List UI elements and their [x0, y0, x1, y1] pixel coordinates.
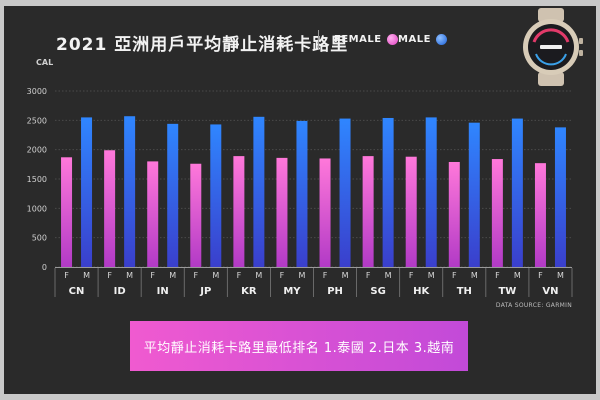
bar-th-male: [468, 122, 480, 268]
summary-banner: 平均靜止消耗卡路里最低排名 1.泰國 2.日本 3.越南: [130, 321, 468, 371]
chart-title: 2021 亞洲用戶平均靜止消耗卡路里: [56, 35, 349, 55]
x-sub-label: M: [299, 271, 306, 280]
x-category-label: JP: [199, 286, 211, 297]
legend-male: MALE: [398, 34, 447, 45]
x-category-label: ID: [114, 286, 126, 297]
bar-cn-female: [61, 157, 73, 267]
x-sub-label: F: [237, 271, 242, 280]
bar-sg-male: [382, 117, 394, 267]
bar-vn-female: [534, 163, 546, 267]
bar-in-female: [147, 161, 159, 267]
x-sub-label: F: [538, 271, 543, 280]
x-sub-label: F: [409, 271, 414, 280]
bar-my-female: [276, 157, 288, 267]
bar-th-female: [448, 161, 460, 267]
legend-female-label: FEMALE: [334, 34, 382, 45]
y-tick-label: 0: [42, 263, 47, 272]
x-sub-label: F: [107, 271, 112, 280]
bar-kr-male: [253, 116, 265, 268]
x-category-label: TH: [457, 286, 472, 297]
x-category-label: CN: [69, 286, 85, 297]
y-tick-label: 2500: [27, 116, 47, 125]
legend-male-swatch: [435, 34, 447, 45]
x-category-label: PH: [327, 286, 343, 297]
x-sub-label: F: [64, 271, 69, 280]
x-sub-label: M: [126, 271, 133, 280]
x-category-label: IN: [157, 286, 169, 297]
bar-vn-male: [554, 127, 566, 267]
bar-sg-female: [362, 156, 374, 267]
x-category-label: KR: [241, 286, 257, 297]
x-category-label: SG: [370, 286, 385, 297]
x-sub-label: M: [385, 271, 392, 280]
x-sub-label: M: [255, 271, 262, 280]
y-tick-label: 1000: [27, 204, 47, 213]
y-tick-label: 3000: [27, 87, 47, 96]
y-tick-label: 1500: [27, 175, 47, 184]
title-divider: [318, 30, 319, 50]
bar-tw-male: [511, 118, 523, 267]
x-category-label: MY: [283, 286, 301, 297]
bar-ph-female: [319, 158, 331, 267]
bar-hk-female: [405, 156, 417, 267]
legend-female: FEMALE: [334, 34, 398, 45]
x-category-label: TW: [498, 286, 516, 297]
x-category-label: HK: [413, 286, 430, 297]
x-sub-label: F: [366, 271, 371, 280]
x-sub-label: F: [150, 271, 155, 280]
bar-kr-female: [233, 156, 245, 267]
x-category-label: VN: [542, 286, 558, 297]
x-sub-label: F: [323, 271, 328, 280]
bar-my-male: [296, 120, 308, 267]
y-tick-label: 500: [32, 234, 47, 243]
bar-cn-male: [81, 117, 93, 268]
y-tick-label: 2000: [27, 146, 47, 155]
x-sub-label: F: [193, 271, 198, 280]
x-sub-label: M: [212, 271, 219, 280]
bar-in-male: [167, 123, 179, 267]
legend-female-swatch: [386, 34, 398, 45]
bar-tw-female: [491, 159, 503, 267]
x-sub-label: F: [495, 271, 500, 280]
watch-icon: [523, 8, 583, 86]
x-sub-label: M: [83, 271, 90, 280]
summary-banner-text: 平均靜止消耗卡路里最低排名 1.泰國 2.日本 3.越南: [143, 340, 455, 356]
bar-id-male: [124, 116, 136, 267]
bar-ph-male: [339, 118, 351, 267]
bar-jp-female: [190, 163, 202, 267]
x-sub-label: M: [514, 271, 521, 280]
x-sub-label: M: [557, 271, 564, 280]
x-sub-label: M: [342, 271, 349, 280]
bar-id-female: [104, 150, 116, 267]
x-sub-label: M: [471, 271, 478, 280]
x-sub-label: F: [452, 271, 457, 280]
x-sub-label: M: [169, 271, 176, 280]
x-sub-label: M: [428, 271, 435, 280]
legend-male-label: MALE: [398, 34, 431, 45]
bar-hk-male: [425, 117, 437, 268]
x-sub-label: F: [280, 271, 285, 280]
data-source: DATA SOURCE: GARMIN: [495, 302, 572, 309]
y-axis-unit: CAL: [36, 58, 53, 67]
bar-jp-male: [210, 124, 222, 267]
